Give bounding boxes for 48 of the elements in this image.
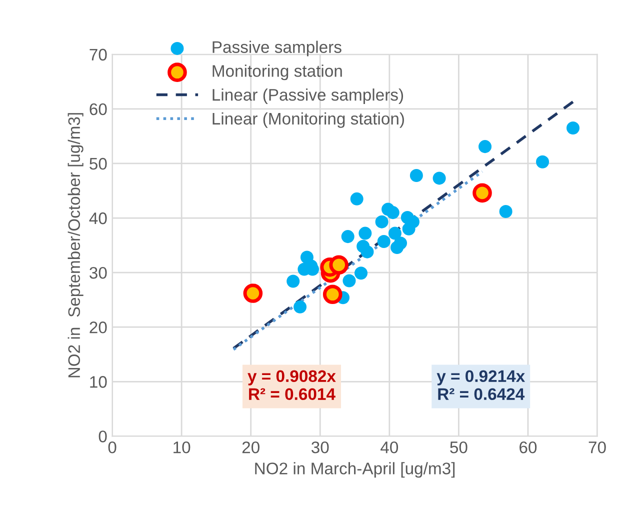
y-tick-label: 20 (90, 322, 107, 334)
point (536, 155, 550, 168)
point (341, 230, 354, 244)
point (388, 226, 402, 240)
y-tick-label: 30 (90, 266, 107, 279)
legend-label: Monitoring station (212, 64, 342, 80)
x-tick-label: 0 (108, 441, 116, 454)
point (243, 284, 263, 303)
point (294, 300, 307, 314)
point (375, 215, 388, 228)
point (354, 266, 368, 280)
x-tick-label: 70 (588, 441, 606, 454)
point (390, 240, 404, 254)
x-tick-label: 30 (312, 441, 329, 454)
y-tick-label: 50 (90, 158, 107, 170)
point (360, 245, 374, 258)
point (377, 234, 390, 248)
x-tick-label: 10 (174, 441, 190, 454)
point (329, 255, 348, 275)
x-tick-label: 20 (242, 441, 260, 454)
y-axis-title: NO2 in September/October [ug/m3] (68, 113, 84, 378)
y-tick-label: 0 (98, 430, 107, 442)
point (432, 172, 446, 185)
y-tick-label: 70 (90, 48, 107, 61)
annotation: y = 0.9214x R² = 0.6424 (436, 370, 525, 400)
y-tick-label: 10 (90, 376, 107, 388)
x-axis-title: NO2 in March-April [ug/m3] (255, 462, 455, 478)
point (472, 183, 492, 203)
legend-label: Linear (Monitoring station) (212, 112, 404, 128)
point (286, 274, 300, 288)
point (410, 168, 423, 182)
point (350, 192, 364, 206)
point (402, 222, 416, 236)
x-tick-label: 50 (450, 441, 468, 454)
point (478, 140, 492, 154)
annotation: y = 0.9082x R² = 0.6014 (248, 370, 336, 400)
point (386, 206, 400, 220)
legend-label: Passive samplers (212, 40, 342, 56)
point (566, 122, 580, 135)
x-tick-label: 60 (520, 441, 537, 454)
point (358, 226, 372, 240)
y-tick-label: 60 (90, 103, 107, 116)
legend-label: Linear (Passive samplers) (212, 88, 404, 104)
point (342, 274, 356, 288)
point (499, 204, 512, 218)
point (322, 284, 342, 304)
y-tick-label: 40 (89, 212, 107, 224)
x-tick-label: 40 (380, 441, 398, 454)
